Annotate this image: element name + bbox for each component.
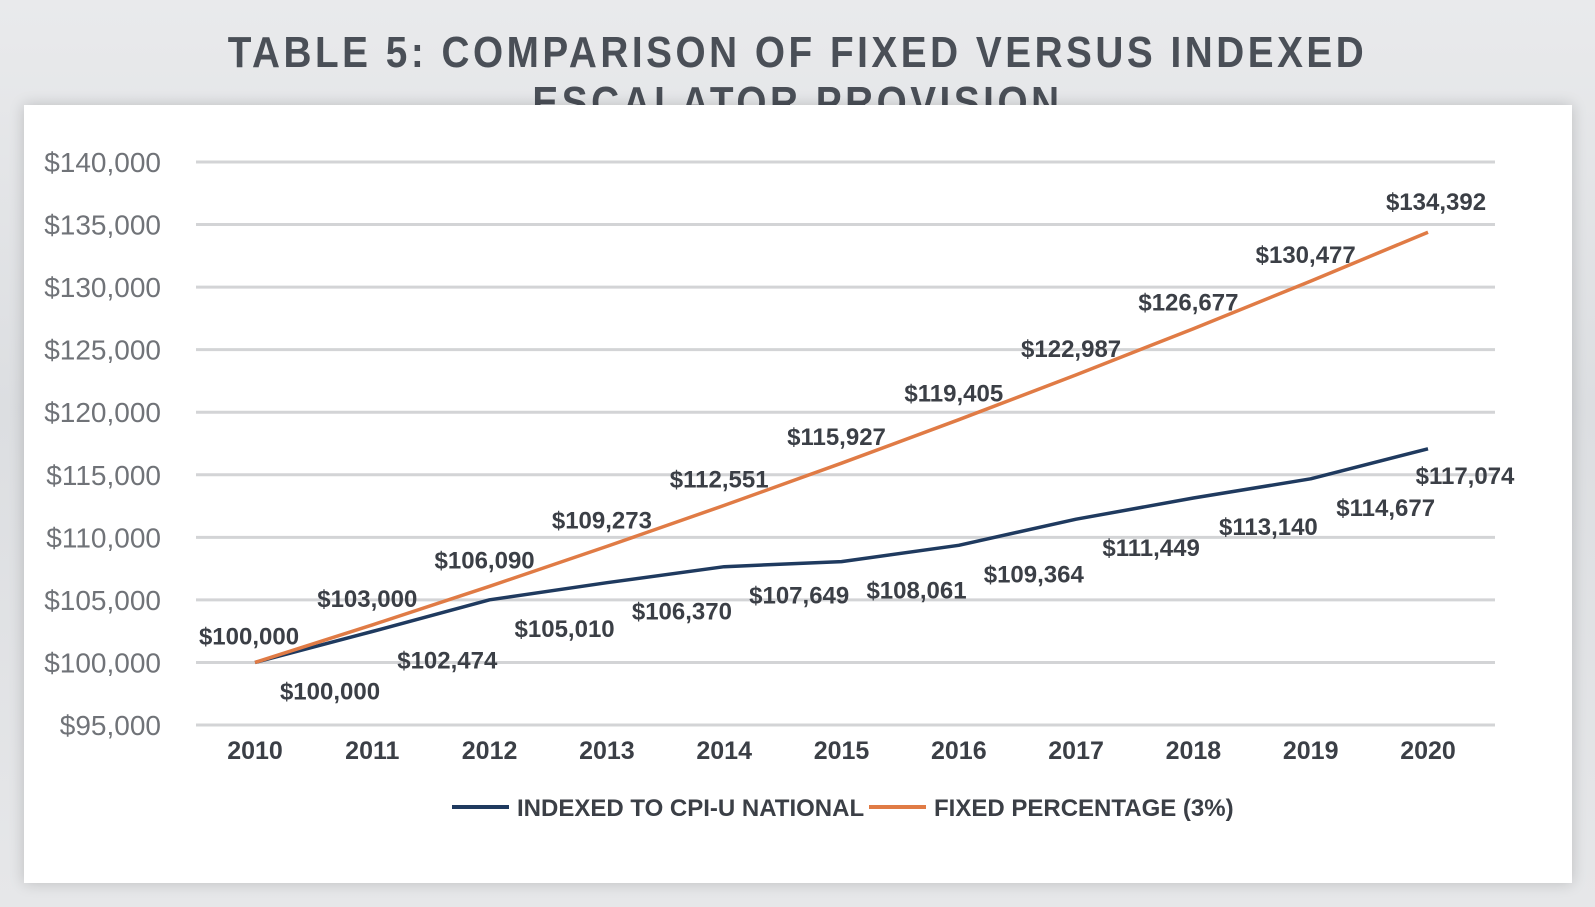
- indexed-data-label: $109,364: [984, 561, 1085, 588]
- y-tick-label: $115,000: [46, 460, 161, 491]
- fixed-data-label: $134,392: [1386, 189, 1486, 216]
- x-tick-label: 2011: [345, 737, 399, 765]
- x-tick-label: 2012: [462, 737, 518, 765]
- fixed-data-label: $106,090: [435, 547, 535, 574]
- fixed-data-label: $122,987: [1021, 336, 1121, 363]
- x-tick-label: 2014: [696, 737, 752, 765]
- indexed-data-label: $111,449: [1102, 535, 1199, 562]
- x-tick-label: 2017: [1048, 737, 1104, 765]
- fixed-data-label: $103,000: [317, 586, 417, 613]
- indexed-series-line: [254, 447, 1429, 665]
- y-tick-label: $140,000: [44, 147, 161, 178]
- x-tick-label: 2015: [814, 737, 870, 765]
- indexed-data-label: $117,074: [1416, 463, 1515, 490]
- y-tick-label: $120,000: [44, 397, 161, 428]
- indexed-data-label: $107,649: [749, 583, 849, 610]
- indexed-data-label: $108,061: [866, 578, 966, 605]
- indexed-data-label: $106,370: [632, 599, 732, 626]
- fixed-data-label: $115,927: [787, 424, 886, 451]
- indexed-data-label: $102,474: [397, 647, 498, 674]
- legend: INDEXED TO CPI-U NATIONAL FIXED PERCENTAG…: [452, 795, 1234, 822]
- legend-fixed: FIXED PERCENTAGE (3%): [869, 795, 1234, 822]
- legend-label: FIXED PERCENTAGE (3%): [934, 795, 1234, 822]
- y-tick-label: $110,000: [46, 522, 161, 553]
- fixed-series-line: [254, 230, 1429, 665]
- x-axis-ticks: 2010 2011 2012 2013 2014 2015 2016 2017 2018 2019…: [227, 737, 1456, 765]
- fixed-data-label: $112,551: [670, 466, 769, 493]
- indexed-data-label: $114,677: [1336, 495, 1435, 522]
- y-tick-label: $130,000: [44, 272, 161, 303]
- fixed-data-label: $119,405: [904, 381, 1003, 408]
- chart-panel: $95,000 $100,000 $105,000 $110,000 $115,000 $…: [24, 105, 1572, 883]
- fixed-data-label: $130,477: [1256, 242, 1356, 269]
- y-axis-ticks: $95,000 $100,000 $105,000 $110,000 $115,000 $…: [44, 147, 161, 741]
- x-tick-label: 2016: [931, 737, 987, 765]
- legend-label: INDEXED TO CPI-U NATIONAL: [517, 795, 864, 822]
- data-labels: $100,000 $102,474 $105,010 $106,370 $107,649…: [199, 189, 1515, 705]
- y-tick-label: $125,000: [44, 335, 161, 366]
- legend-indexed: INDEXED TO CPI-U NATIONAL: [452, 795, 864, 822]
- x-tick-label: 2019: [1283, 737, 1339, 765]
- indexed-data-label: $100,000: [280, 678, 380, 705]
- y-tick-label: $135,000: [44, 210, 161, 241]
- series-lines: [254, 230, 1429, 665]
- fixed-data-label: $109,273: [552, 507, 652, 534]
- x-tick-label: 2018: [1166, 737, 1222, 765]
- y-tick-label: $95,000: [60, 710, 161, 741]
- gridlines: [196, 160, 1495, 727]
- line-chart: $95,000 $100,000 $105,000 $110,000 $115,000 $…: [44, 147, 1515, 822]
- y-tick-label: $100,000: [44, 647, 161, 678]
- indexed-data-label: $105,010: [515, 616, 615, 643]
- x-tick-label: 2020: [1400, 737, 1456, 765]
- x-tick-label: 2010: [227, 737, 283, 765]
- x-tick-label: 2013: [579, 737, 635, 765]
- fixed-data-label: $126,677: [1138, 290, 1238, 317]
- indexed-data-label: $113,140: [1219, 514, 1318, 541]
- y-tick-label: $105,000: [44, 585, 161, 616]
- chart-title: TABLE 5: COMPARISON OF FIXED VERSUS INDE…: [227, 28, 1368, 127]
- fixed-data-label: $100,000: [199, 623, 299, 650]
